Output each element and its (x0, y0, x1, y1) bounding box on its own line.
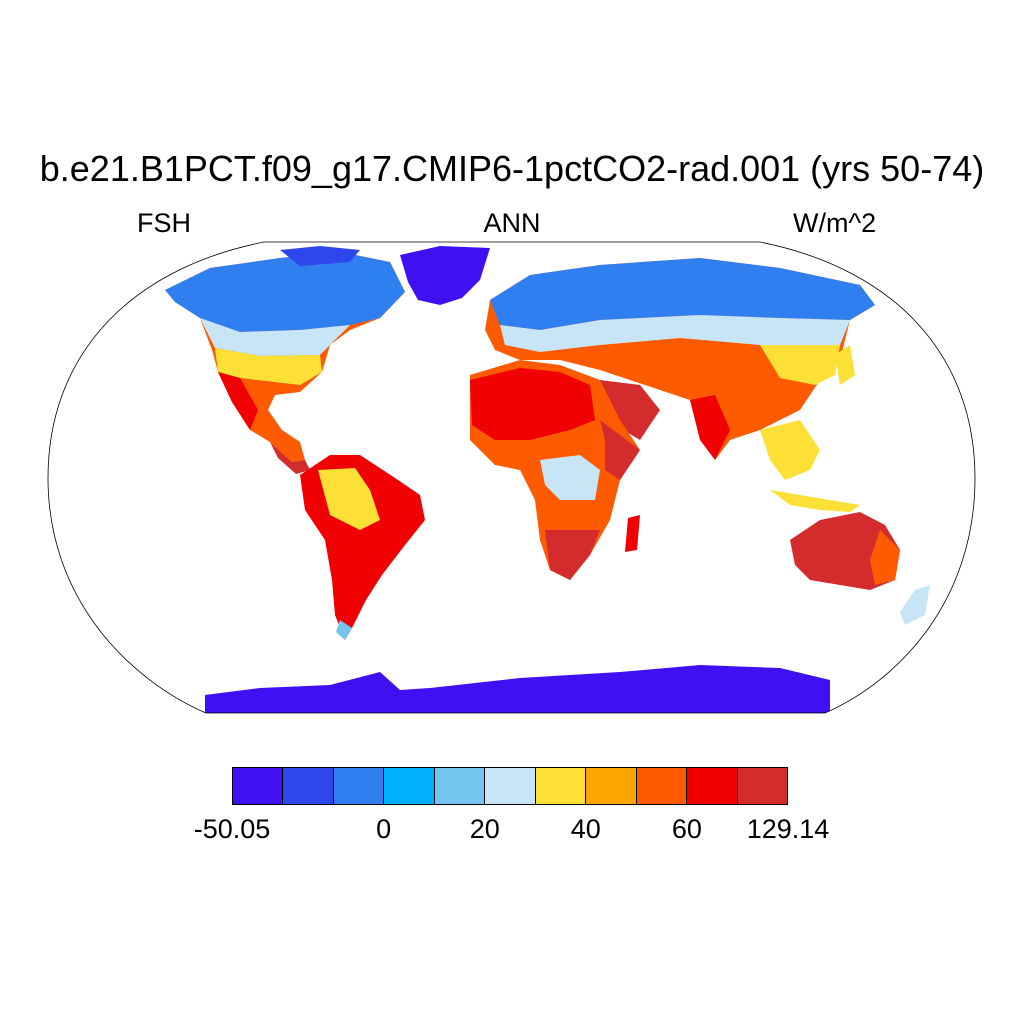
colorbar-swatch (636, 768, 688, 804)
south-america-interior (318, 468, 380, 530)
japan (835, 345, 855, 385)
eurasia-cold (490, 258, 875, 330)
units-label: W/m^2 (793, 208, 877, 238)
colorbar-tick-label: 20 (469, 814, 500, 844)
colorbar-tick-label: -50.05 (193, 814, 271, 844)
africa-sahara (470, 368, 595, 440)
antarctica-land (205, 665, 830, 713)
colorbar-tick-label: 60 (671, 814, 702, 844)
central-america (270, 442, 310, 474)
eurasia-warm (760, 345, 840, 385)
colorbar-swatch (434, 768, 486, 804)
colorbar-swatch (535, 768, 587, 804)
eurasia-mid (500, 315, 850, 352)
colorbar-tick-label: 0 (376, 814, 392, 844)
madagascar (625, 515, 640, 552)
india (690, 395, 730, 460)
arctic-islands (280, 246, 360, 266)
indonesia (770, 490, 860, 512)
colorbar-swatch (687, 768, 738, 804)
north-america-warm (215, 348, 322, 385)
season-label: ANN (483, 208, 541, 238)
africa-south (545, 530, 600, 580)
colorbar-swatch (333, 768, 385, 804)
colorbar-swatch (384, 768, 435, 804)
map-title: b.e21.B1PCT.f09_g17.CMIP6-1pctCO2-rad.00… (39, 148, 985, 189)
colorbar-swatch (485, 768, 536, 804)
colorbar-swatch (586, 768, 637, 804)
south-america-tip (336, 620, 352, 640)
colorbar-swatch (737, 768, 787, 804)
map-boundary (47, 241, 976, 714)
north-america-mid (200, 318, 350, 356)
colorbar (232, 767, 788, 805)
colorbar-tick-label: 40 (570, 814, 601, 844)
southeast-asia (760, 420, 820, 480)
variable-label: FSH (137, 208, 191, 238)
colorbar-swatch (233, 768, 284, 804)
colorbar-tick-label: 129.14 (746, 814, 830, 844)
africa-horn (600, 420, 640, 480)
africa-congo (540, 455, 600, 500)
colorbar-swatch (283, 768, 334, 804)
australia-east (870, 530, 900, 585)
greenland-land (400, 246, 490, 305)
new-zealand (900, 585, 930, 625)
north-america-hot (218, 372, 258, 430)
north-america-cold (165, 252, 405, 332)
